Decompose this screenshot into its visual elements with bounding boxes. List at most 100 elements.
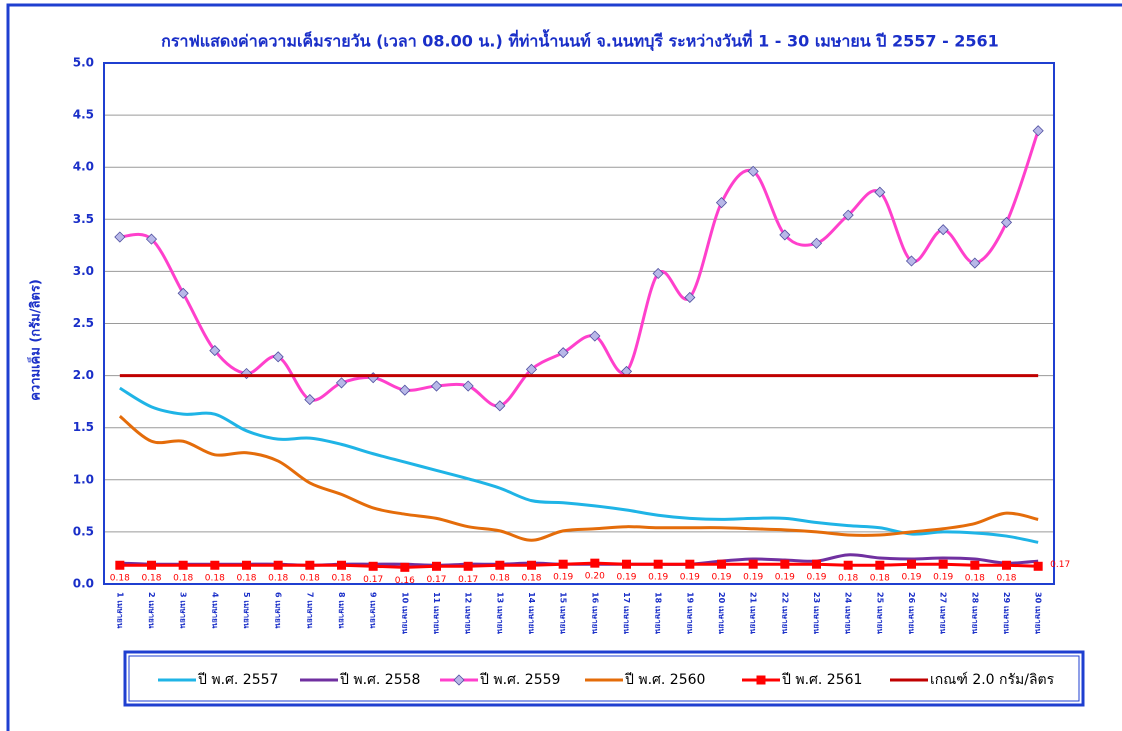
marker	[463, 561, 473, 571]
data-label: 0.18	[996, 574, 1016, 584]
x-tick-label: 21 เมษายน	[749, 592, 758, 634]
y-tick-label: 3.5	[73, 212, 94, 226]
marker	[115, 560, 125, 570]
marker	[652, 267, 664, 280]
marker	[210, 560, 220, 570]
data-label: 0.19	[901, 573, 921, 583]
marker	[494, 400, 506, 412]
x-tick-label: 13 เมษายน	[495, 592, 504, 634]
data-label: 0.17	[363, 575, 383, 585]
marker	[304, 394, 316, 406]
marker	[843, 560, 853, 570]
data-label: 0.18	[173, 574, 193, 584]
series-line	[119, 386, 1039, 544]
marker	[684, 291, 696, 304]
series-line	[119, 561, 1039, 569]
data-label: 0.16	[395, 576, 415, 586]
marker	[209, 345, 221, 357]
marker	[685, 559, 695, 569]
x-tick-label: 9 เมษายน	[369, 592, 378, 629]
data-label: 0.18	[141, 574, 161, 584]
marker	[399, 384, 411, 396]
chart-frame	[6, 3, 1122, 731]
marker	[430, 380, 443, 392]
x-tick-label: 30 เมษายน	[1034, 592, 1043, 634]
legend-box-inner	[128, 655, 1080, 702]
data-label: 0.18	[490, 574, 510, 584]
x-tick-label: 17 เมษายน	[622, 592, 631, 634]
data-label: 0.18	[300, 574, 320, 584]
legend-label: ปี พ.ศ. 2559	[480, 672, 561, 688]
x-tick-label: 15 เมษายน	[559, 592, 568, 634]
data-label: 0.19	[680, 573, 700, 583]
marker	[589, 330, 601, 342]
marker	[810, 237, 823, 249]
y-tick-label: 4.0	[73, 160, 94, 174]
x-tick-label: 23 เมษายน	[812, 592, 821, 634]
x-tick-label: 20 เมษายน	[717, 592, 726, 634]
marker	[1032, 125, 1044, 137]
x-tick-label: 26 เมษายน	[907, 592, 916, 634]
marker	[305, 560, 315, 570]
data-label: 0.18	[965, 574, 985, 584]
marker	[557, 347, 569, 359]
data-label: 0.17	[1050, 560, 1070, 570]
marker	[905, 255, 918, 267]
data-label: 0.19	[648, 573, 668, 583]
data-label: 0.19	[616, 573, 636, 583]
marker	[1000, 216, 1013, 228]
legend-label: ปี พ.ศ. 2561	[782, 672, 863, 688]
data-label: 0.18	[331, 574, 351, 584]
x-tick-label: 25 เมษายน	[875, 592, 884, 634]
y-tick-label: 3.0	[73, 264, 94, 278]
x-tick-label: 16 เมษายน	[590, 592, 599, 634]
data-label: 0.19	[711, 573, 731, 583]
data-label: 0.17	[458, 575, 478, 585]
y-tick-label: 2.0	[73, 368, 94, 382]
x-tick-label: 11 เมษายน	[432, 592, 441, 634]
marker	[527, 560, 536, 570]
x-tick-label: 3 เมษายน	[179, 592, 188, 629]
y-tick-label: 1.0	[73, 472, 94, 486]
marker	[812, 559, 821, 569]
data-label: 0.18	[521, 574, 541, 584]
marker	[969, 257, 981, 269]
legend-label: เกณฑ์ 2.0 กรัม/ลิตร	[930, 671, 1055, 688]
legend-label: ปี พ.ศ. 2560	[625, 672, 706, 688]
marker	[1002, 560, 1011, 570]
x-tick-label: 27 เมษายน	[939, 592, 948, 634]
x-tick-label: 2 เมษายน	[147, 592, 156, 629]
data-label: 0.18	[870, 574, 890, 584]
data-label: 0.19	[553, 573, 573, 583]
marker	[337, 560, 346, 570]
y-tick-label: 0.0	[73, 577, 94, 591]
data-label: 0.18	[110, 574, 130, 584]
x-tick-label: 14 เมษายน	[527, 592, 536, 634]
data-label: 0.20	[585, 572, 605, 582]
y-axis-label: ความเค็ม (กรัม/ลิตร)	[26, 279, 44, 401]
marker	[462, 380, 474, 392]
x-tick-label: 24 เมษายน	[844, 592, 853, 634]
marker	[1033, 561, 1043, 571]
marker	[970, 560, 980, 570]
x-tick-label: 7 เมษายน	[305, 592, 314, 629]
data-label: 0.19	[806, 573, 826, 583]
x-tick-label: 6 เมษายน	[274, 592, 283, 629]
x-tick-label: 28 เมษายน	[970, 592, 979, 634]
y-tick-label: 5.0	[73, 56, 94, 70]
x-tick-label: 12 เมษายน	[464, 592, 473, 634]
data-label: 0.19	[743, 573, 763, 583]
marker	[590, 558, 600, 568]
x-tick-label: 22 เมษายน	[780, 592, 789, 634]
series-line	[118, 415, 1039, 542]
marker	[242, 560, 251, 570]
marker	[495, 560, 505, 570]
marker	[779, 229, 791, 241]
marker	[874, 186, 886, 198]
marker	[842, 209, 854, 221]
x-tick-label: 4 เมษายน	[210, 592, 219, 629]
plot-frame	[103, 62, 1055, 585]
marker	[147, 560, 156, 570]
marker	[114, 231, 126, 243]
